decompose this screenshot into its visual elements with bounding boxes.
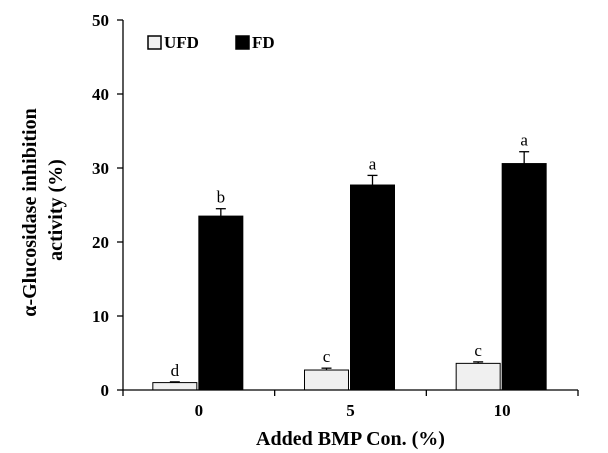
legend-swatch-ufd (147, 35, 162, 50)
y-tick-label: 20 (92, 233, 109, 252)
bar-ufd (304, 369, 349, 391)
legend-swatch-fd (235, 35, 250, 50)
y-tick-label: 0 (101, 381, 110, 400)
x-tick-label: 5 (346, 401, 355, 420)
bar-fd (198, 215, 244, 391)
significance-label: d (171, 361, 180, 380)
bar-ufd (152, 382, 198, 391)
legend: UFD FD (147, 33, 275, 52)
legend-label-fd: FD (252, 33, 275, 52)
significance-label: a (520, 131, 528, 150)
bars-layer: d c c b a a (152, 131, 547, 391)
significance-label: b (217, 188, 226, 207)
significance-label: c (474, 341, 482, 360)
x-axis-title: Added BMP Con. (%) (256, 428, 445, 450)
x-tick-label: 10 (494, 401, 511, 420)
legend-label-ufd: UFD (164, 33, 199, 52)
y-tick-label: 10 (92, 307, 109, 326)
x-tick-label: 0 (195, 401, 204, 420)
bar-fd (350, 184, 395, 391)
y-axis-title-line2: activity (%) (45, 159, 67, 261)
x-ticks: 0 5 10 (122, 390, 579, 420)
y-axis-title: α-Glucosidase inhibition activity (%) (19, 103, 67, 316)
y-tick-label: 40 (92, 85, 109, 104)
significance-label: a (369, 154, 377, 173)
significance-label: c (323, 347, 331, 366)
bar-fd (501, 163, 547, 391)
y-tick-label: 50 (92, 11, 109, 30)
bar-ufd (455, 362, 501, 391)
y-ticks: 0 10 20 30 40 50 (92, 11, 123, 400)
y-axis-title-line1: α-Glucosidase inhibition (19, 108, 41, 316)
axes-layer (122, 20, 578, 391)
y-tick-label: 30 (92, 159, 109, 178)
